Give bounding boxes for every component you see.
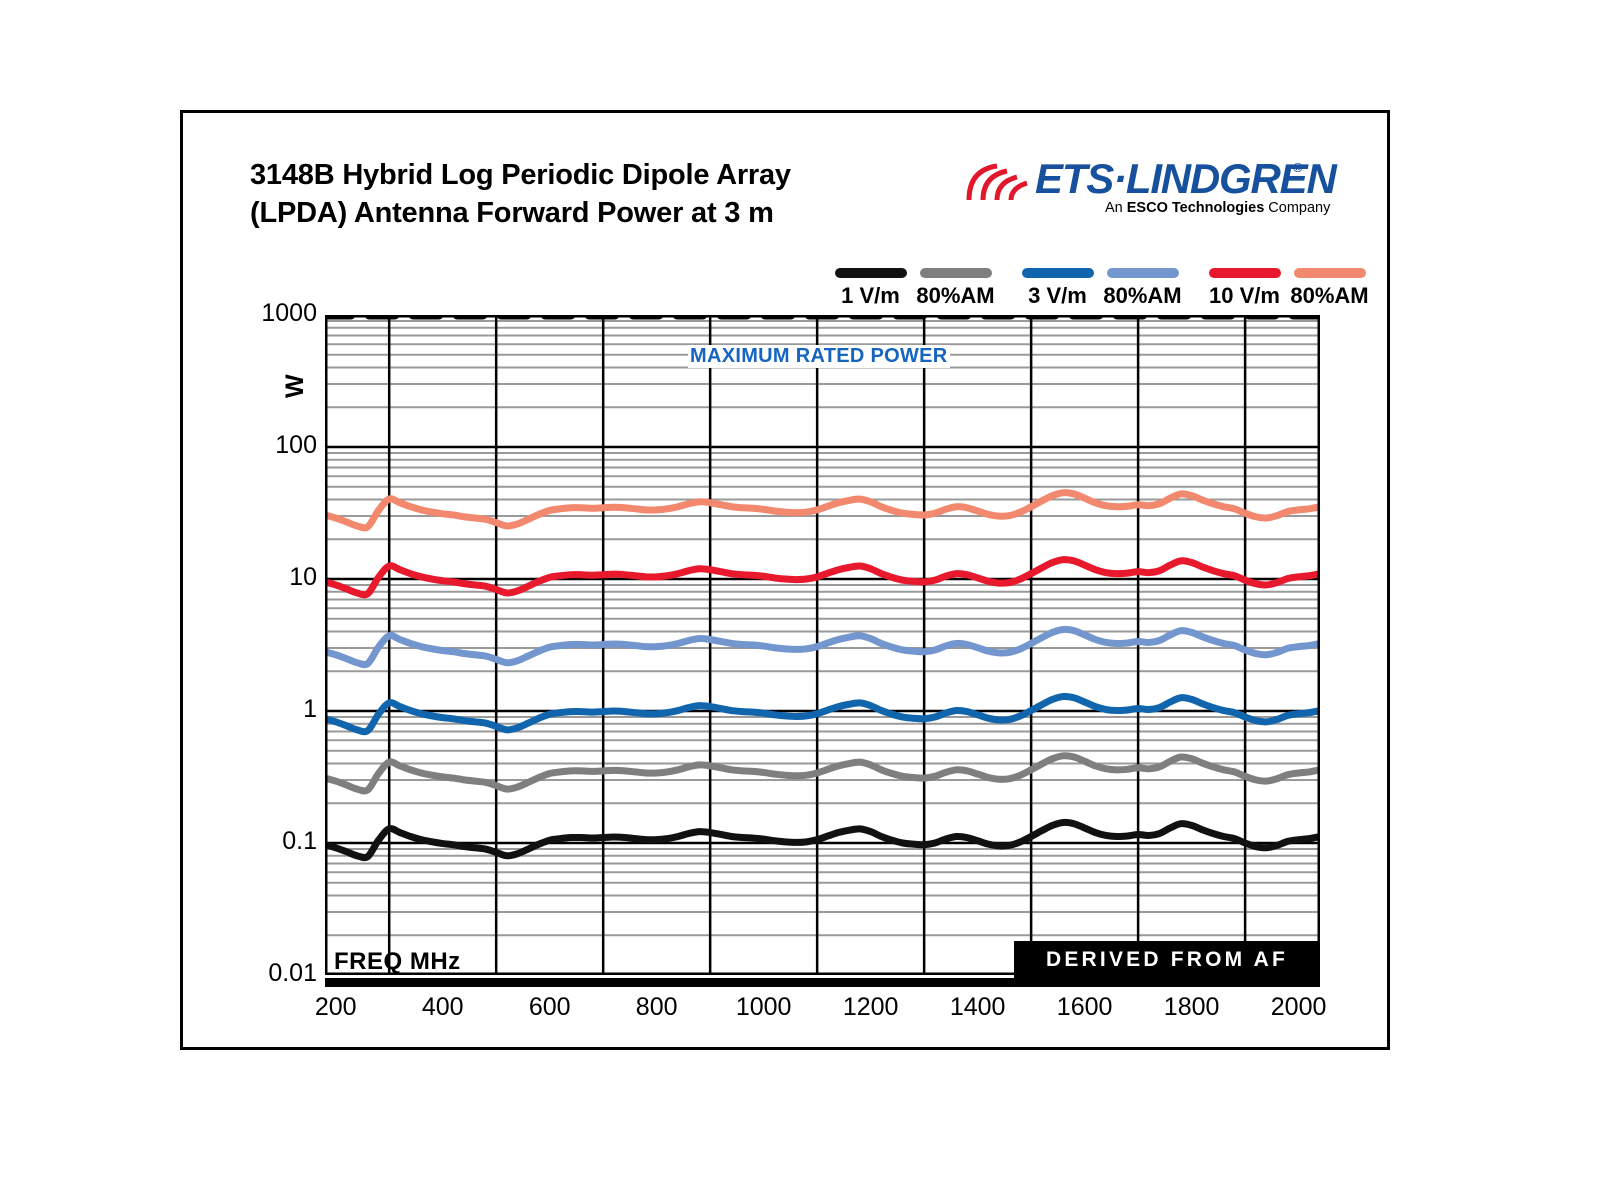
x-axis-tick-label: 1800	[1163, 993, 1220, 1021]
legend-item-2[interactable]: 3 V/m	[1015, 268, 1100, 309]
registered-trademark-icon: ®	[1293, 160, 1303, 175]
tagline-bold: ESCO Technologies	[1126, 200, 1265, 216]
x-axis-tick-label: 1600	[1056, 993, 1113, 1021]
legend-swatch-icon	[834, 268, 907, 278]
series-line-1	[325, 752, 1320, 795]
series-line-2	[325, 692, 1320, 736]
plot-border	[325, 315, 1320, 975]
tagline-pre: An	[1105, 200, 1127, 216]
legend-label: 80%AM	[1290, 283, 1369, 308]
x-axis-tick-label: 1000	[735, 993, 792, 1021]
y-axis-tick-label: 1000	[261, 299, 317, 327]
title-line-1: 3148B Hybrid Log Periodic Dipole Array	[250, 159, 791, 191]
x-axis-tick-label: 1200	[842, 993, 899, 1021]
legend-label: 3 V/m	[1028, 283, 1087, 308]
legend-label: 80%AM	[1103, 283, 1182, 308]
tagline-post: Company	[1264, 200, 1331, 216]
title-line-2: (LPDA) Antenna Forward Power at 3 m	[250, 196, 774, 229]
y-axis-tick-label: 0.01	[268, 959, 317, 987]
legend-item-4[interactable]: 10 V/m	[1202, 268, 1287, 309]
y-axis-tick-label: 100	[275, 431, 317, 459]
logo-brand-text: ETS·LINDGREN	[1035, 155, 1337, 202]
page-title: 3148B Hybrid Log Periodic Dipole Array (…	[250, 157, 950, 232]
logo-tagline: An ESCO Technologies Company	[1105, 200, 1330, 216]
x-axis-tick-label: 200	[314, 993, 357, 1021]
x-axis-tick-labels: 200 400 600 800 1000 1200 1400 1600 1800 2000	[315, 993, 1327, 1027]
legend-label: 10 V/m	[1209, 283, 1280, 308]
x-axis-tick-label: 800	[635, 993, 678, 1021]
y-axis-tick-label: 10	[289, 563, 317, 591]
legend-swatch-icon	[919, 268, 992, 278]
derived-from-af-badge: DERIVED FROM AF	[1014, 941, 1320, 978]
ets-lindgren-logo: ETS·LINDGREN ® An ESCO Technologies Comp…	[963, 155, 1337, 218]
x-axis-bar	[325, 978, 1320, 987]
legend-swatch-icon	[1293, 268, 1366, 278]
chart-canvas	[325, 315, 1320, 975]
y-axis-tick-label: 1	[303, 695, 317, 723]
x-axis-tick-label: 2000	[1270, 993, 1327, 1021]
legend-swatch-icon	[1106, 268, 1179, 278]
legend-label: 1 V/m	[841, 283, 900, 308]
legend-gap	[998, 268, 1015, 309]
series-line-4	[325, 556, 1320, 599]
legend-item-3[interactable]: 80%AM	[1100, 268, 1185, 309]
series-line-3	[325, 625, 1320, 669]
x-axis-tick-label: 600	[528, 993, 571, 1021]
series-line-0	[325, 818, 1320, 862]
legend-item-5[interactable]: 80%AM	[1287, 268, 1372, 309]
legend-swatch-icon	[1208, 268, 1281, 278]
legend-label: 80%AM	[916, 283, 995, 308]
signal-waves-icon	[966, 163, 1028, 201]
plot-area	[325, 315, 1320, 975]
y-axis-tick-label: 0.1	[282, 827, 317, 855]
y-axis-title: W	[281, 374, 309, 398]
legend-item-0[interactable]: 1 V/m	[828, 268, 913, 309]
legend-item-1[interactable]: 80%AM	[913, 268, 998, 309]
series-line-5	[325, 489, 1320, 532]
x-axis-tick-label: 400	[421, 993, 464, 1021]
max-rated-power-annotation: MAXIMUM RATED POWER	[688, 345, 950, 368]
legend-gap	[1185, 268, 1202, 309]
y-axis-tick-labels: 0.01 0.1 1 10 100 1000	[245, 299, 317, 987]
chart-legend: 1 V/m 80%AM 3 V/m 80%AM 10 V/m 80%AM	[828, 268, 1372, 309]
legend-swatch-icon	[1021, 268, 1094, 278]
x-axis-title: FREQ MHz	[334, 948, 461, 975]
x-axis-tick-label: 1400	[949, 993, 1006, 1021]
